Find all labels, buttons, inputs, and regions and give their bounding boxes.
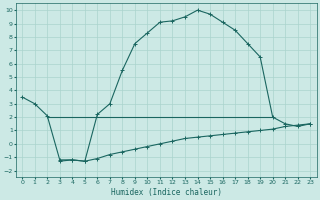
X-axis label: Humidex (Indice chaleur): Humidex (Indice chaleur) [111,188,222,197]
